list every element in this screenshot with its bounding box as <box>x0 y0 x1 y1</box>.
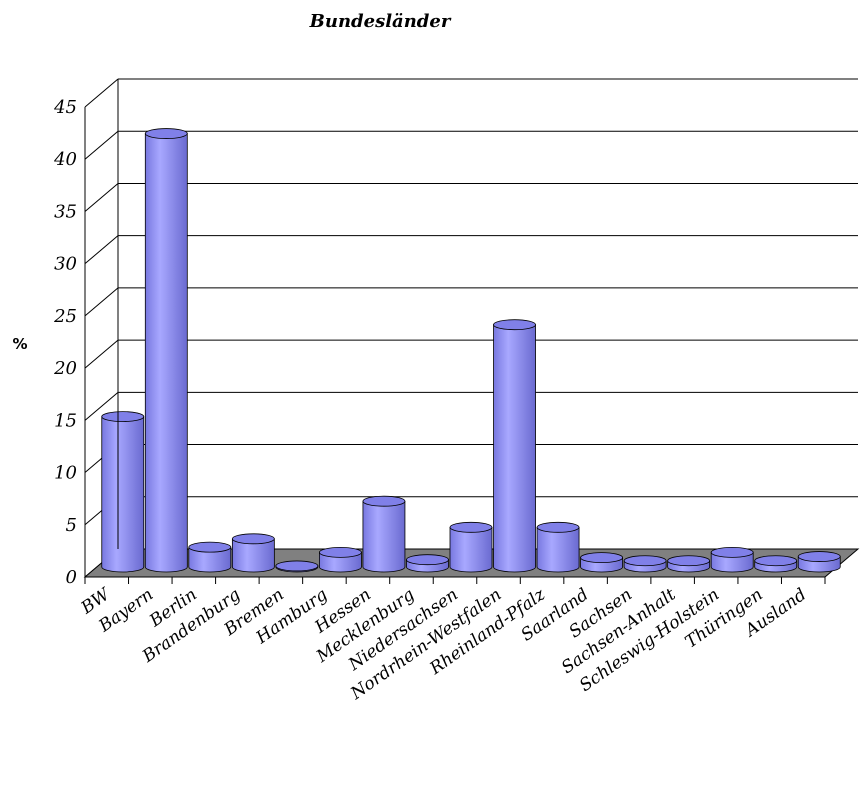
gridline-diagonal <box>84 287 119 317</box>
bar-body <box>362 500 406 573</box>
bar-cap <box>667 555 711 567</box>
y-tick-label: 5 <box>66 515 77 536</box>
bar-cap <box>275 560 319 572</box>
y-tick-label: 20 <box>53 358 77 379</box>
bar-body <box>449 526 493 573</box>
y-tick-label: 30 <box>54 254 77 275</box>
bar-cap <box>580 552 623 563</box>
bar-body <box>231 538 275 573</box>
bar <box>101 411 145 573</box>
bar-body <box>101 416 145 573</box>
bar <box>623 555 667 573</box>
y-tick-label: 0 <box>66 567 77 588</box>
y-tick-label: 40 <box>53 149 77 170</box>
bar-body <box>493 324 536 573</box>
bar-body <box>710 551 754 573</box>
bar <box>667 555 711 573</box>
bar <box>493 319 536 573</box>
bar <box>188 541 232 573</box>
bar-cap <box>623 555 667 567</box>
bar-cap <box>231 533 275 545</box>
chart-title: Bundesländer <box>309 11 452 32</box>
y-axis-label: % <box>12 335 27 353</box>
axes <box>84 79 826 584</box>
gridline-diagonal <box>84 78 119 108</box>
bar-cap <box>493 319 536 331</box>
bar <box>275 560 319 573</box>
bar-body <box>319 551 362 573</box>
y-tick-label: 10 <box>54 463 77 484</box>
bar-cap <box>754 555 798 567</box>
bar <box>710 546 754 573</box>
bar-body <box>536 526 580 573</box>
y-tick-label: 35 <box>54 201 77 222</box>
bar-cap <box>710 546 754 558</box>
bar <box>536 521 580 573</box>
x-tick-labels: BWBayernBerlinBrandenburgBremenHamburgHe… <box>77 584 810 705</box>
bar-cap <box>101 411 145 423</box>
bar-cap <box>536 521 580 533</box>
y-tick-label: 25 <box>53 306 77 327</box>
bar-cap <box>406 554 449 566</box>
bar <box>449 521 493 573</box>
y-tick-label: 45 <box>53 97 77 118</box>
bar-cap <box>188 541 232 553</box>
bar-body <box>188 546 232 573</box>
bar <box>406 554 449 573</box>
gridline-diagonal <box>84 339 119 369</box>
bar-cap <box>449 521 493 533</box>
bar-cap <box>319 546 362 558</box>
bar-body <box>144 133 188 573</box>
bar <box>144 128 188 573</box>
gridline-diagonal <box>84 183 119 212</box>
bar <box>362 495 406 573</box>
bar <box>797 551 841 573</box>
bars <box>101 128 841 573</box>
y-tick-label: 15 <box>54 410 77 431</box>
bar-cap <box>362 495 406 507</box>
bar <box>231 533 275 573</box>
gridline-diagonal <box>84 130 119 160</box>
gridlines <box>84 78 858 578</box>
gridline-diagonal <box>84 235 119 265</box>
bar <box>580 552 623 573</box>
y-tick-labels: 0 5 10 15 20 25 30 35 40 45 <box>53 97 77 588</box>
bar <box>319 546 362 573</box>
gridline-diagonal <box>84 391 119 421</box>
bar-cap <box>797 551 841 562</box>
bar-cap <box>144 128 188 139</box>
bar <box>754 555 798 573</box>
